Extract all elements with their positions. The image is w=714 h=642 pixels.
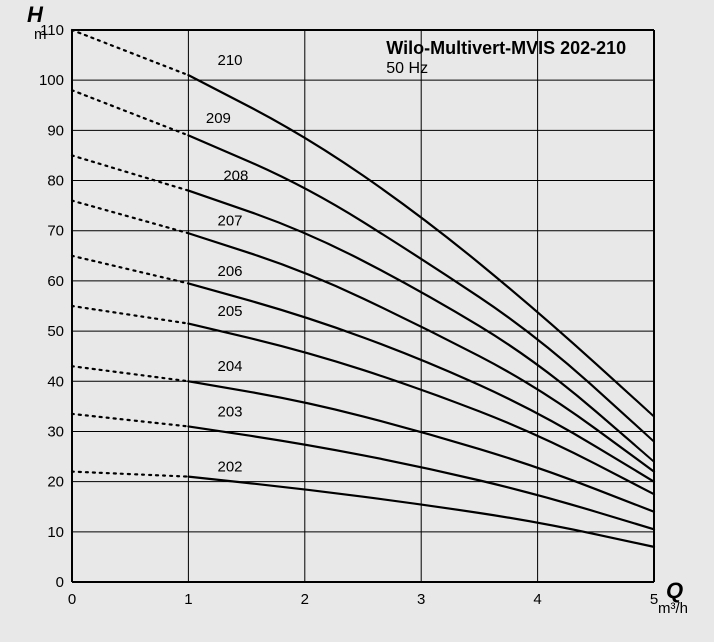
y-tick-label: 100 (39, 72, 64, 89)
y-tick-label: 60 (47, 273, 64, 290)
x-tick-label: 4 (533, 591, 541, 608)
curve-label-207: 207 (218, 213, 243, 230)
curve-label-205: 205 (218, 303, 243, 320)
y-axis-label: H (27, 2, 43, 28)
curve-label-202: 202 (218, 459, 243, 476)
y-axis-unit: m (34, 26, 47, 43)
curve-label-208: 208 (223, 168, 248, 185)
chart-title: Wilo-Multivert-MVIS 202-210 (386, 38, 626, 59)
chart-svg: 0102030405060708090100110012345202203204… (0, 0, 714, 642)
curve-label-203: 203 (218, 403, 243, 420)
x-axis-unit: m³/h (658, 600, 688, 617)
y-tick-label: 10 (47, 524, 64, 541)
x-tick-label: 3 (417, 591, 425, 608)
pump-curve-chart: 0102030405060708090100110012345202203204… (0, 0, 714, 642)
y-tick-label: 70 (47, 223, 64, 240)
x-tick-label: 5 (650, 591, 658, 608)
chart-subtitle: 50 Hz (386, 60, 428, 78)
y-tick-label: 40 (47, 373, 64, 390)
curve-label-209: 209 (206, 110, 231, 127)
y-tick-label: 0 (56, 574, 64, 591)
y-tick-label: 80 (47, 173, 64, 190)
y-tick-label: 90 (47, 122, 64, 139)
x-tick-label: 2 (301, 591, 309, 608)
curve-label-204: 204 (218, 358, 243, 375)
x-tick-label: 0 (68, 591, 76, 608)
y-tick-label: 30 (47, 423, 64, 440)
x-tick-label: 1 (184, 591, 192, 608)
y-tick-label: 50 (47, 323, 64, 340)
y-tick-label: 20 (47, 474, 64, 491)
curve-label-210: 210 (218, 52, 243, 69)
curve-label-206: 206 (218, 263, 243, 280)
